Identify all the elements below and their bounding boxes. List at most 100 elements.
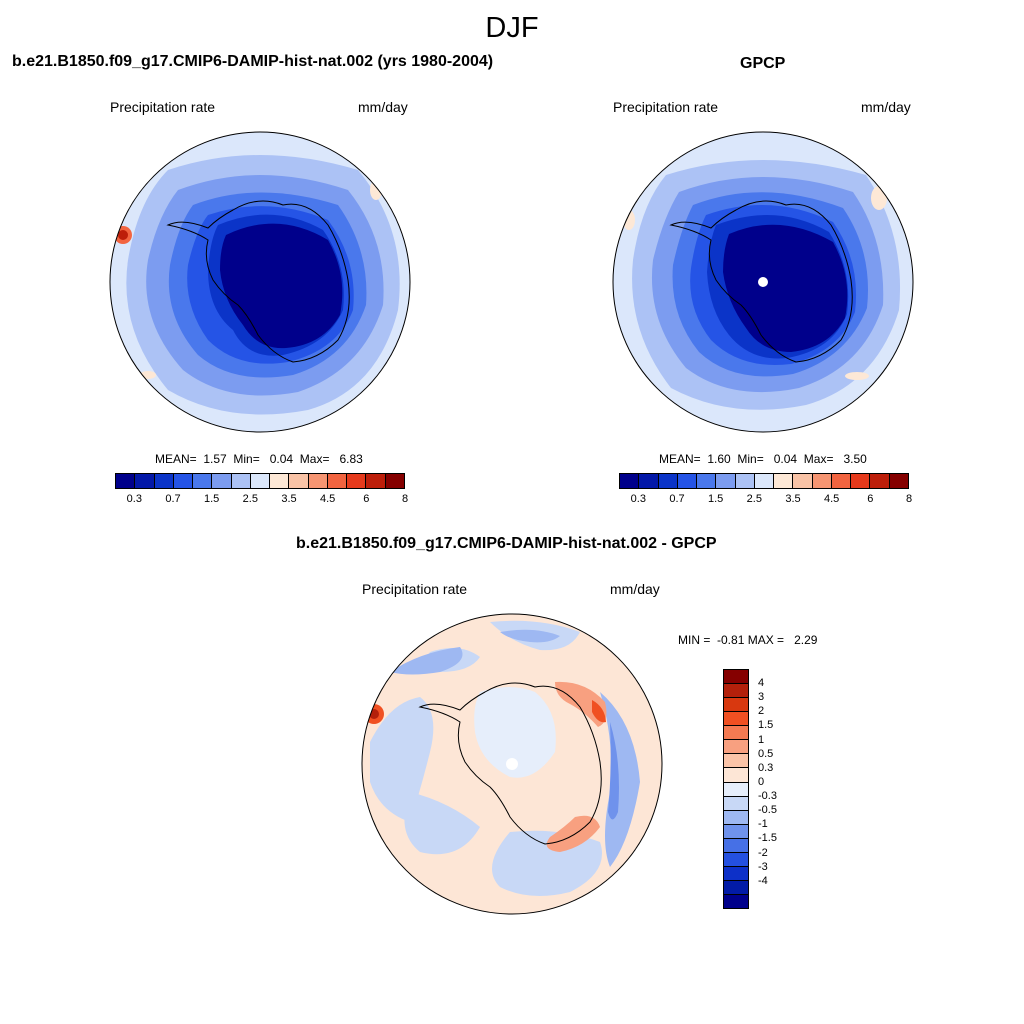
colorbar-swatch xyxy=(774,474,794,488)
colorbar-tick-label: 3 xyxy=(758,691,765,704)
obs-colorbar xyxy=(619,473,909,489)
colorbar-swatch xyxy=(212,474,232,488)
colorbar-swatch xyxy=(812,474,832,488)
colorbar-swatch xyxy=(716,474,736,488)
model-variable-label: Precipitation rate xyxy=(110,99,216,115)
colorbar-tick-label: 6 xyxy=(867,493,874,505)
colorbar-tick-label: -1.5 xyxy=(758,832,777,845)
colorbar-swatch xyxy=(231,474,251,488)
colorbar-swatch xyxy=(724,796,748,811)
colorbar-swatch xyxy=(851,474,871,488)
obs-polar-map xyxy=(612,131,914,433)
diff-stats: MIN = -0.81 MAX = 2.29 xyxy=(678,633,817,647)
colorbar-swatch xyxy=(724,880,748,895)
colorbar-tick-label: 0.7 xyxy=(669,493,685,505)
colorbar-tick-label: 1.5 xyxy=(204,493,220,505)
colorbar-swatch xyxy=(724,824,748,839)
colorbar-swatch xyxy=(173,474,194,488)
colorbar-swatch xyxy=(754,474,775,488)
colorbar-tick-label: 3.5 xyxy=(785,493,801,505)
colorbar-tick-label: 0 xyxy=(758,775,765,788)
diff-panel-title: b.e21.B1850.f09_g17.CMIP6-DAMIP-hist-nat… xyxy=(296,535,717,552)
colorbar-swatch xyxy=(735,474,755,488)
colorbar-swatch xyxy=(347,474,367,488)
colorbar-swatch xyxy=(677,474,698,488)
diff-max-label: MAX = xyxy=(747,633,785,647)
model-max-label: Max= xyxy=(299,452,330,466)
colorbar-tick-label: 8 xyxy=(905,493,913,505)
colorbar-swatch xyxy=(724,866,748,881)
colorbar-tick-label: 3.5 xyxy=(281,493,297,505)
colorbar-tick-label: 0.3 xyxy=(630,493,646,505)
colorbar-tick-label: 4.5 xyxy=(824,493,840,505)
colorbar-tick-label: 1.5 xyxy=(708,493,724,505)
colorbar-tick-label: -2 xyxy=(758,846,768,859)
obs-panel-title: GPCP xyxy=(740,55,786,72)
colorbar-swatch xyxy=(724,684,748,699)
colorbar-tick-label: 0.3 xyxy=(758,761,774,774)
colorbar-tick-label: -4 xyxy=(758,874,768,887)
model-panel-title: b.e21.B1850.f09_g17.CMIP6-DAMIP-hist-nat… xyxy=(12,53,494,70)
colorbar-tick-label: 0.7 xyxy=(165,493,181,505)
colorbar-tick-label: 0.3 xyxy=(126,493,142,505)
colorbar-swatch xyxy=(724,852,748,867)
obs-max-value: 3.50 xyxy=(843,452,867,466)
colorbar-tick-label: 2.5 xyxy=(242,493,258,505)
diff-variable-label: Precipitation rate xyxy=(362,581,468,597)
model-min-label: Min= xyxy=(233,452,260,466)
colorbar-tick-label: -0.5 xyxy=(758,804,777,817)
colorbar-swatch xyxy=(889,474,908,488)
colorbar-swatch xyxy=(724,740,748,755)
obs-variable-label: Precipitation rate xyxy=(613,99,719,115)
colorbar-tick-label: 1 xyxy=(758,733,765,746)
colorbar-swatch xyxy=(724,810,748,825)
colorbar-swatch xyxy=(724,838,748,853)
obs-min-label: Min= xyxy=(737,452,764,466)
colorbar-swatch xyxy=(724,698,748,713)
obs-min-value: 0.04 xyxy=(773,452,798,466)
colorbar-swatch xyxy=(620,474,640,488)
colorbar-swatch xyxy=(658,474,678,488)
colorbar-swatch xyxy=(116,474,136,488)
colorbar-swatch xyxy=(724,895,748,909)
colorbar-swatch xyxy=(697,474,717,488)
model-max-value: 6.83 xyxy=(339,452,363,466)
model-colorbar xyxy=(115,473,405,489)
colorbar-swatch xyxy=(154,474,174,488)
figure-title: DJF xyxy=(485,12,539,44)
diff-units-label: mm/day xyxy=(610,581,660,597)
colorbar-swatch xyxy=(308,474,328,488)
model-units-label: mm/day xyxy=(358,99,408,115)
colorbar-swatch xyxy=(724,782,748,797)
colorbar-tick-label: 2.5 xyxy=(746,493,762,505)
model-min-value: 0.04 xyxy=(269,452,294,466)
colorbar-swatch xyxy=(724,670,748,685)
colorbar-swatch xyxy=(724,726,748,741)
colorbar-swatch xyxy=(724,712,748,727)
obs-mean-value: 1.60 xyxy=(707,452,731,466)
colorbar-tick-label: 4.5 xyxy=(320,493,336,505)
colorbar-tick-label: 6 xyxy=(363,493,370,505)
colorbar-tick-label: 4 xyxy=(758,677,765,690)
colorbar-swatch xyxy=(793,474,813,488)
colorbar-swatch xyxy=(639,474,659,488)
colorbar-swatch xyxy=(385,474,404,488)
colorbar-tick-label: 1.5 xyxy=(758,719,774,732)
diff-min-label: MIN = xyxy=(678,633,711,647)
model-mean-value: 1.57 xyxy=(203,452,227,466)
colorbar-swatch xyxy=(870,474,890,488)
colorbar-swatch xyxy=(831,474,852,488)
obs-max-label: Max= xyxy=(803,452,834,466)
colorbar-tick-label: -1 xyxy=(758,818,768,831)
diff-polar-map xyxy=(361,613,663,915)
colorbar-swatch xyxy=(724,768,748,783)
colorbar-swatch xyxy=(366,474,386,488)
diff-min-value: -0.81 xyxy=(717,633,745,647)
colorbar-tick-label: 8 xyxy=(401,493,409,505)
colorbar-swatch xyxy=(193,474,213,488)
model-polar-map xyxy=(109,131,411,433)
diff-max-value: 2.29 xyxy=(794,633,818,647)
obs-mean-label: MEAN= xyxy=(659,452,701,466)
obs-stats: MEAN= 1.60 Min= 0.04 Max= 3.50 xyxy=(659,452,867,466)
model-mean-label: MEAN= xyxy=(155,452,197,466)
